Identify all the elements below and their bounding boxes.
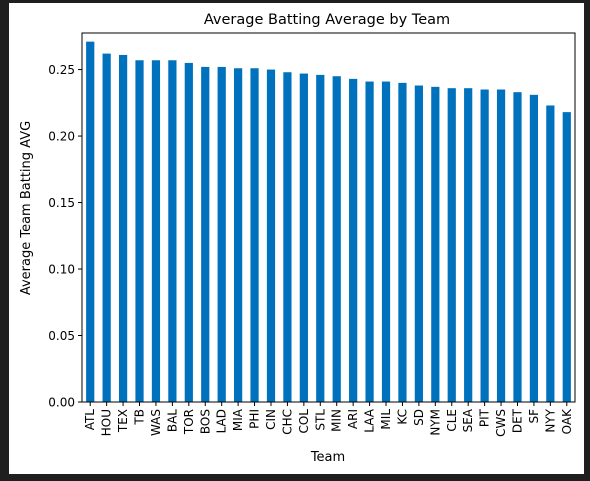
x-tick-label: SF — [527, 409, 541, 424]
bar-mil — [382, 82, 390, 402]
x-tick-label: WAS — [149, 409, 163, 436]
bar-phi — [250, 68, 258, 402]
bar-atl — [86, 42, 94, 402]
y-axis: 0.00 0.05 0.10 0.15 0.20 0.25 — [48, 63, 82, 409]
x-tick-label: LAA — [363, 408, 377, 433]
x-tick-label: BAL — [165, 409, 179, 432]
x-tick-label: MIN — [330, 409, 344, 432]
x-tick-label: KC — [395, 409, 409, 425]
bar-cws — [497, 90, 505, 402]
bar-oak — [563, 112, 571, 402]
x-tick-label: NYM — [428, 409, 442, 436]
bar-mia — [234, 68, 242, 402]
bar-sea — [464, 88, 472, 402]
x-tick-label: SD — [412, 409, 426, 426]
x-tick-label: PHI — [248, 409, 262, 429]
x-tick-label: LAD — [215, 409, 229, 433]
x-tick-label: ARI — [346, 409, 360, 429]
x-axis-label: Team — [310, 450, 345, 465]
x-tick-label: SEA — [461, 408, 475, 432]
y-tick-label: 0.15 — [48, 196, 75, 210]
bar-sf — [530, 95, 538, 402]
bar-col — [300, 74, 308, 402]
x-tick-label: BOS — [198, 409, 212, 434]
x-tick-label: TEX — [116, 409, 130, 433]
bar-min — [333, 76, 341, 402]
bar-ari — [349, 79, 357, 402]
y-tick-label: 0.05 — [48, 329, 75, 343]
x-tick-label: PIT — [478, 408, 492, 427]
chart-figure: Average Batting Average by Team 0.00 0.05… — [9, 3, 584, 474]
y-tick-label: 0.20 — [48, 129, 75, 143]
bar-kc — [398, 83, 406, 402]
bar-nym — [431, 87, 439, 402]
bar-tor — [185, 63, 193, 402]
y-axis-label: Average Team Batting AVG — [19, 121, 34, 295]
bar-sd — [415, 86, 423, 402]
bar-cle — [448, 88, 456, 402]
x-tick-label: TOR — [182, 409, 196, 435]
x-tick-label: CLE — [445, 409, 459, 432]
x-tick-label: COL — [297, 409, 311, 434]
bar-tex — [119, 55, 127, 402]
bar-bos — [201, 67, 209, 402]
bar-tb — [135, 60, 143, 402]
chart-title: Average Batting Average by Team — [204, 12, 450, 28]
x-tick-label: CWS — [494, 409, 508, 437]
x-tick-label: OAK — [560, 408, 574, 434]
bar-cin — [267, 70, 275, 402]
x-tick-label: STL — [313, 409, 327, 431]
y-tick-label: 0.00 — [48, 395, 75, 409]
bar-was — [152, 60, 160, 402]
x-tick-label: TB — [133, 409, 147, 426]
bar-det — [513, 92, 521, 402]
x-tick-label: ATL — [83, 409, 97, 431]
bar-chart: Average Batting Average by Team 0.00 0.05… — [9, 3, 584, 474]
bar-lad — [218, 67, 226, 402]
x-tick-label: HOU — [100, 409, 114, 436]
bar-nyy — [546, 105, 554, 402]
bar-pit — [481, 90, 489, 402]
bar-stl — [316, 75, 324, 402]
bar-chc — [283, 72, 291, 402]
bar-hou — [103, 54, 111, 402]
bar-laa — [365, 82, 373, 402]
bar-bal — [168, 60, 176, 402]
x-tick-label: DET — [510, 408, 524, 433]
x-axis: ATL HOU TEX TB WAS BAL TOR BOS LAD MIA PHI CIN CHC CO… — [83, 402, 574, 437]
x-tick-label: NYY — [543, 408, 557, 432]
x-tick-label: MIL — [379, 409, 393, 430]
bars-group — [86, 42, 571, 402]
x-tick-label: CHC — [280, 409, 294, 435]
x-tick-label: MIA — [231, 408, 245, 431]
y-tick-label: 0.10 — [48, 262, 75, 276]
y-tick-label: 0.25 — [48, 63, 75, 77]
x-tick-label: CIN — [264, 409, 278, 430]
